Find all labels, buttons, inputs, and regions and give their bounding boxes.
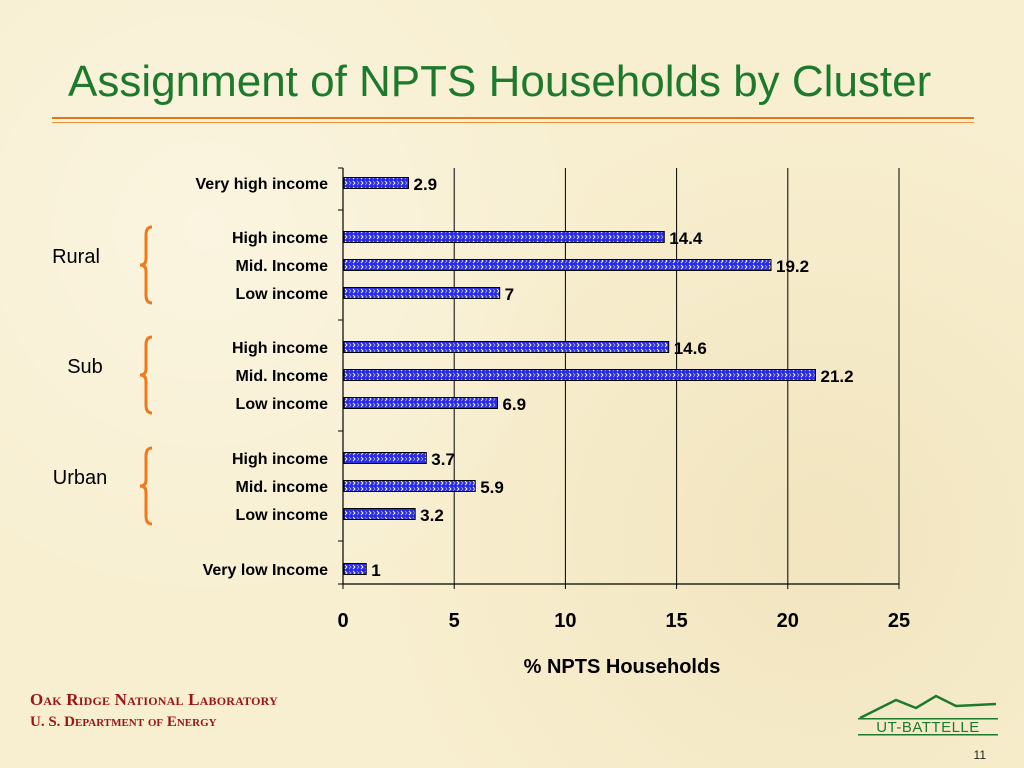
svg-text:UT-BATTELLE: UT-BATTELLE	[876, 719, 980, 736]
group-brace	[139, 446, 153, 526]
bar-10	[343, 563, 367, 575]
group-label: Urban	[53, 467, 107, 489]
value-label: 2.9	[413, 175, 437, 194]
value-label: 14.4	[669, 229, 703, 248]
x-tick-label: 25	[888, 610, 910, 632]
group-label: Rural	[52, 246, 100, 268]
value-label: 19.2	[776, 257, 809, 276]
x-axis-label: % NPTS Households	[524, 656, 721, 678]
x-tick-label: 0	[337, 610, 348, 632]
value-label: 21.2	[820, 367, 853, 386]
bar-6	[343, 397, 498, 409]
category-label: Low income	[236, 396, 329, 413]
x-tick-label: 15	[665, 610, 687, 632]
category-label: High income	[232, 451, 328, 468]
bar-0	[343, 177, 409, 189]
bar-9	[343, 508, 416, 520]
value-label: 14.6	[674, 339, 707, 358]
category-label: Very high income	[196, 176, 329, 193]
x-tick-label: 20	[777, 610, 799, 632]
value-labels: 2.9 14.4 19.2 7 14.6 21.2 6.9 3.7 5.9 3.2 1	[371, 175, 853, 580]
value-label: 3.7	[431, 450, 455, 469]
category-label: Low income	[236, 507, 329, 524]
bar-3	[343, 287, 501, 299]
category-label: High income	[232, 230, 328, 247]
value-label: 6.9	[502, 395, 526, 414]
group-brace	[139, 335, 153, 415]
category-label: High income	[232, 340, 328, 357]
bar-8	[343, 480, 476, 492]
category-labels: Very high income High income Mid. Income Lo…	[196, 176, 329, 579]
slide-title: Assignment of NPTS Households by Cluster	[68, 57, 932, 106]
bar-2	[343, 259, 772, 271]
category-label: Mid. Income	[236, 258, 329, 275]
bar-1	[343, 231, 665, 243]
footer-organization: Oak Ridge National Laboratory U. S. Depa…	[30, 690, 278, 731]
x-tick-labels: 0 5 10 15 20 25	[337, 610, 910, 632]
bar-4	[343, 341, 670, 353]
ut-battelle-logo: UT-BATTELLE	[858, 694, 998, 736]
bar-5	[343, 369, 816, 381]
bars	[343, 177, 816, 575]
title-rule-thin	[52, 122, 974, 123]
value-label: 7	[505, 285, 514, 304]
footer-lab-name: Oak Ridge National Laboratory	[30, 690, 278, 709]
value-label: 1	[371, 561, 380, 580]
group-label: Sub	[67, 356, 103, 378]
x-tick-label: 10	[554, 610, 576, 632]
group-braces: Rural Sub Urban	[52, 225, 153, 526]
value-label: 5.9	[480, 478, 504, 497]
x-tick-label: 5	[449, 610, 460, 632]
footer-department: U. S. Department of Energy	[30, 714, 217, 730]
axes	[338, 167, 900, 589]
category-label: Very low Income	[203, 562, 328, 579]
group-brace	[139, 225, 153, 305]
page-number: 11	[973, 748, 986, 762]
category-label: Mid. income	[236, 479, 329, 496]
title-rule	[52, 117, 974, 119]
category-label: Mid. Income	[236, 368, 329, 385]
value-label: 3.2	[420, 506, 444, 525]
bar-7	[343, 452, 427, 464]
category-label: Low income	[236, 286, 329, 303]
